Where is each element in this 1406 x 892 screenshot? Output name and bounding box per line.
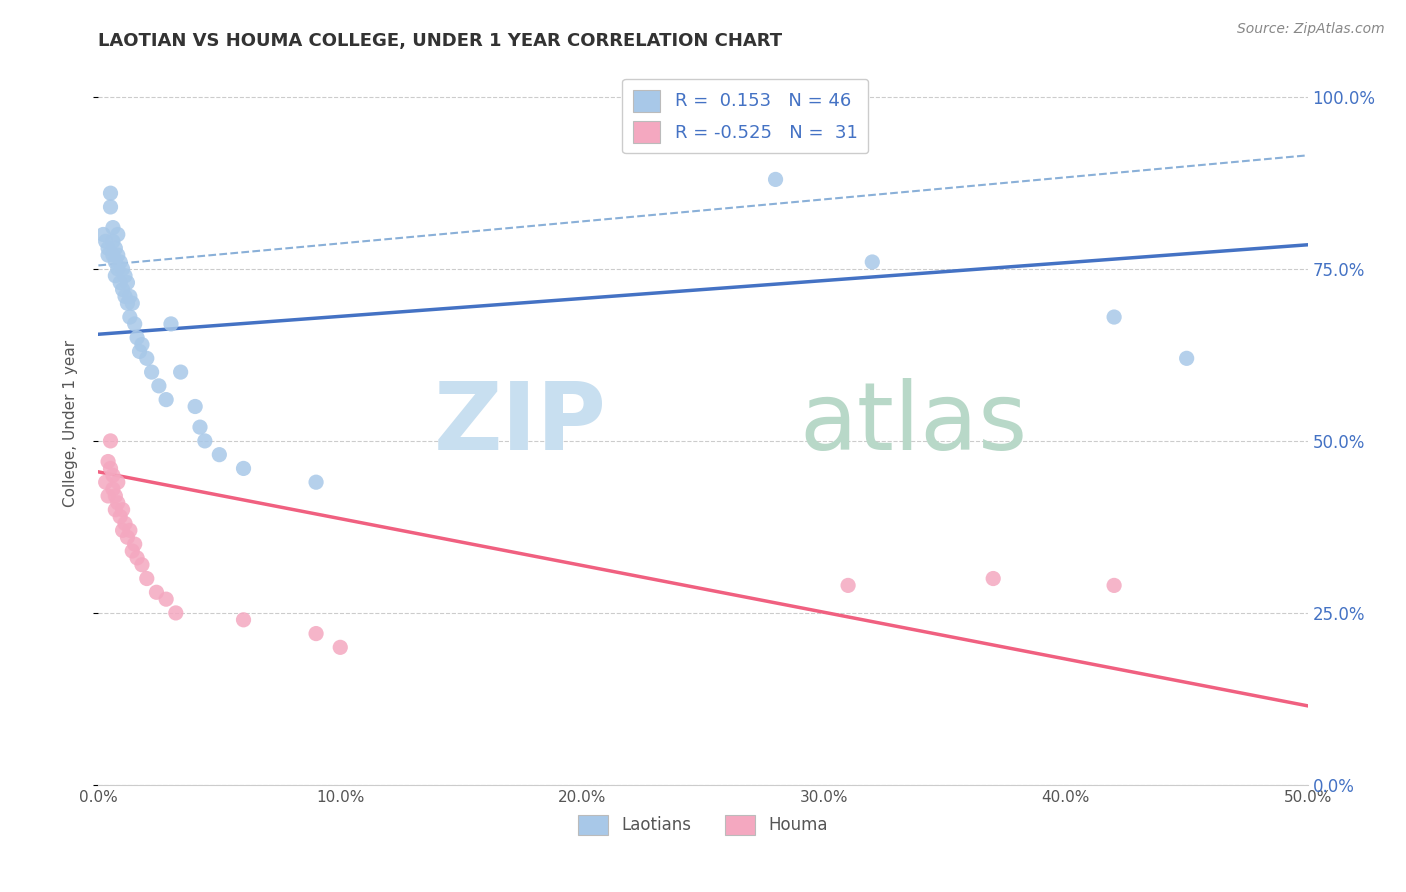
Point (108, 509, 131, 524)
Point (1102, 310, 1125, 324)
Text: LAOTIAN VS HOUMA COLLEGE, UNDER 1 YEAR CORRELATION CHART: LAOTIAN VS HOUMA COLLEGE, UNDER 1 YEAR C… (98, 32, 783, 50)
Point (104, 502, 127, 516)
Point (100, 200, 122, 214)
Point (155, 592, 177, 607)
Point (101, 235, 124, 249)
Y-axis label: College, Under 1 year: College, Under 1 year (63, 340, 77, 508)
Point (765, 172, 787, 186)
Point (91, 227, 114, 242)
Point (184, 400, 207, 414)
Point (97, 489, 120, 503)
Point (100, 461, 122, 475)
Point (107, 496, 129, 510)
Point (104, 241, 127, 255)
Point (118, 289, 141, 303)
Point (101, 482, 124, 496)
Point (107, 475, 129, 490)
Point (837, 578, 859, 592)
Point (97, 241, 120, 255)
Point (135, 572, 157, 586)
Point (305, 475, 328, 490)
Point (131, 558, 153, 572)
Point (108, 276, 131, 290)
Point (232, 613, 254, 627)
Point (111, 261, 134, 276)
Point (135, 351, 157, 366)
Point (111, 524, 134, 538)
Legend: Laotians, Houma: Laotians, Houma (572, 808, 834, 842)
Point (128, 344, 150, 359)
Point (114, 289, 136, 303)
Point (127, 550, 149, 565)
Point (208, 448, 231, 462)
Point (107, 261, 129, 276)
Point (101, 248, 124, 262)
Point (111, 283, 134, 297)
Point (94, 235, 117, 249)
Point (97, 454, 120, 468)
Point (117, 530, 139, 544)
Point (127, 331, 149, 345)
Point (114, 268, 136, 283)
Point (169, 365, 191, 379)
Point (141, 365, 163, 379)
Point (107, 227, 129, 242)
Point (121, 544, 143, 558)
Point (108, 255, 131, 269)
Point (305, 626, 328, 640)
Point (188, 420, 211, 434)
Point (101, 468, 124, 483)
Point (124, 317, 146, 331)
Point (1175, 351, 1198, 366)
Point (232, 461, 254, 475)
Point (100, 186, 122, 201)
Point (104, 489, 127, 503)
Point (860, 255, 883, 269)
Point (981, 572, 1004, 586)
Point (111, 502, 134, 516)
Point (100, 434, 122, 448)
Point (117, 276, 139, 290)
Point (107, 248, 129, 262)
Point (104, 268, 127, 283)
Point (194, 434, 217, 448)
Point (145, 585, 167, 599)
Point (94, 475, 117, 490)
Point (148, 379, 170, 393)
Text: Source: ZipAtlas.com: Source: ZipAtlas.com (1237, 22, 1385, 37)
Point (124, 537, 146, 551)
Point (117, 296, 139, 310)
Point (329, 640, 352, 655)
Point (101, 220, 124, 235)
Point (118, 310, 141, 324)
Point (97, 248, 120, 262)
Point (155, 392, 177, 407)
Point (160, 317, 183, 331)
Point (114, 516, 136, 531)
Point (1102, 578, 1125, 592)
Point (118, 524, 141, 538)
Text: atlas: atlas (800, 377, 1028, 470)
Point (165, 606, 187, 620)
Point (104, 255, 127, 269)
Point (131, 337, 153, 351)
Text: ZIP: ZIP (433, 377, 606, 470)
Point (121, 296, 143, 310)
